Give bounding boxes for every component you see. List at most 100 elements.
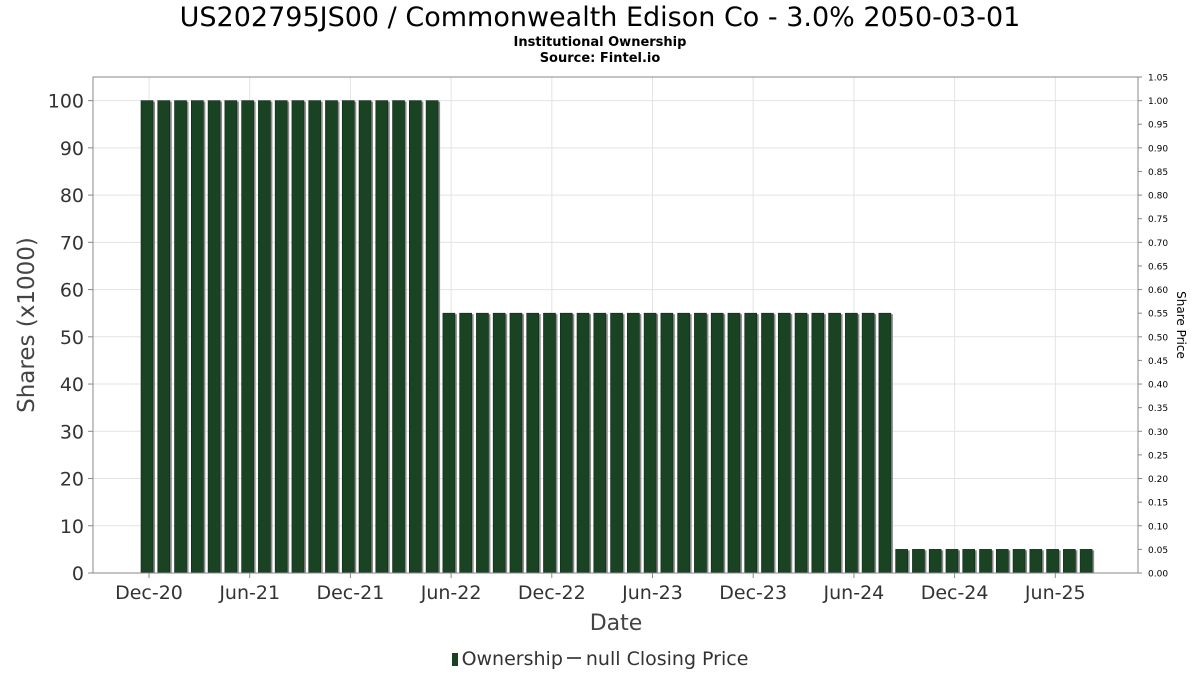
ownership-bar [895, 549, 908, 574]
ownership-bar [845, 312, 858, 574]
ownership-bar [593, 312, 607, 574]
ownership-bar [677, 312, 690, 574]
ownership-bar [1046, 549, 1059, 574]
ownership-bar [459, 312, 472, 574]
y2-tick-label: 0.80 [1148, 192, 1168, 202]
ownership-bar [627, 312, 640, 574]
y2-tick-label: 0.40 [1148, 381, 1168, 391]
ownership-bar [224, 100, 238, 574]
ownership-bar [878, 312, 892, 574]
y-tick-label: 60 [60, 280, 84, 302]
x-tick-label: Jun-24 [823, 582, 885, 604]
ownership-bar [409, 100, 422, 574]
y2-tick-label: 0.10 [1148, 522, 1168, 532]
ownership-bar [341, 100, 355, 574]
y2-tick-label: 0.25 [1148, 451, 1168, 461]
ownership-bar [492, 312, 506, 574]
ownership-bar [861, 312, 875, 574]
legend: Ownership null Closing Price [0, 647, 1200, 671]
ownership-bar [811, 312, 825, 574]
y-tick-label: 70 [60, 232, 84, 254]
y2-tick-label: 0.90 [1148, 144, 1168, 154]
chart-source: Source: Fintel.io [539, 51, 661, 66]
y2-tick-label: 0.55 [1148, 310, 1168, 320]
y2-tick-label: 0.85 [1148, 168, 1168, 178]
y-tick-label: 100 [48, 91, 84, 113]
y-axis-label: Shares (x1000) [14, 237, 40, 413]
ownership-bar [274, 100, 288, 574]
y2-tick-label: 0.65 [1148, 262, 1168, 272]
ownership-bar [828, 312, 841, 574]
y2-tick-label: 0.70 [1148, 239, 1168, 249]
y2-tick-label: 0.05 [1148, 546, 1168, 556]
ownership-bar [1063, 549, 1076, 574]
ownership-bar [777, 312, 791, 574]
ownership-bar [559, 312, 573, 574]
ownership-bar [928, 549, 942, 574]
x-tick-label: Dec-23 [719, 582, 787, 604]
legend-ownership-swatch [451, 653, 458, 666]
ownership-bar [207, 100, 221, 574]
ownership-bar [794, 312, 808, 574]
ownership-bar [241, 100, 254, 574]
y2-tick-label: 0.95 [1148, 121, 1168, 131]
y2-tick-label: 0.15 [1148, 499, 1168, 509]
ownership-bar [962, 549, 976, 574]
x-tick-label: Jun-25 [1024, 582, 1086, 604]
ownership-bar [1029, 549, 1043, 574]
x-axis-label: Date [590, 611, 643, 636]
ownership-bar [526, 312, 540, 574]
y2-tick-label: 0.60 [1148, 286, 1168, 296]
y2-tick-label: 1.00 [1148, 97, 1168, 107]
ownership-bar [157, 100, 171, 574]
ownership-bar [392, 100, 405, 574]
ownership-bar [476, 312, 489, 574]
legend-ownership-label: Ownership [461, 648, 563, 670]
y2-tick-label: 0.50 [1148, 333, 1168, 343]
x-tick-label: Dec-21 [316, 582, 384, 604]
y-tick-label: 30 [60, 421, 84, 443]
ownership-bar [576, 312, 590, 574]
y2-tick-label: 1.05 [1148, 74, 1168, 84]
x-tick-label: Jun-22 [420, 582, 482, 604]
ownership-bar [995, 549, 1009, 574]
ownership-bar [727, 312, 741, 574]
ownership-bar [945, 549, 959, 574]
y-tick-label: 20 [60, 469, 84, 491]
y-tick-label: 10 [60, 516, 84, 538]
x-axis-ticks: Dec-20 Jun-21 Dec-21 Jun-22 Dec-22 Jun-23 Dec-… [115, 573, 1086, 604]
y2-axis-label: Share Price [1174, 291, 1188, 359]
y2-tick-label: 0.35 [1148, 404, 1168, 414]
y2-tick-label: 0.20 [1148, 475, 1168, 485]
ownership-bar [509, 312, 523, 574]
y2-tick-label: 0.30 [1148, 428, 1168, 438]
ownership-bar [308, 100, 322, 574]
y-tick-label: 50 [60, 327, 84, 349]
ownership-bar [761, 312, 774, 574]
x-tick-label: Jun-21 [218, 582, 280, 604]
y-axis-ticks: 0 10 20 30 40 50 60 70 80 90 100 [48, 91, 93, 585]
x-tick-label: Jun-23 [621, 582, 683, 604]
chart-subtitle: Institutional Ownership [513, 35, 687, 50]
ownership-bar [325, 100, 338, 574]
x-tick-label: Dec-24 [921, 582, 989, 604]
ownership-bar [643, 312, 657, 574]
y-tick-label: 90 [60, 138, 84, 160]
ownership-bar [912, 549, 925, 574]
plot-area-frame [92, 76, 1139, 574]
chart-title: US202795JS00 / Commonwealth Edison Co - … [179, 2, 1021, 33]
ownership-bar [291, 100, 305, 574]
ownership-bar [1012, 549, 1026, 574]
ownership-bar [979, 549, 992, 574]
ownership-bar [191, 100, 204, 574]
y-tick-label: 0 [72, 563, 84, 585]
ownership-bar [694, 312, 707, 574]
y2-tick-label: 0.75 [1148, 215, 1168, 225]
ownership-bar [174, 100, 187, 574]
ownership-bar [1079, 549, 1093, 574]
ownership-bar [425, 100, 439, 574]
y-tick-label: 40 [60, 374, 84, 396]
y2-axis-ticks: 0.00 0.05 0.10 0.15 0.20 0.25 0.30 0.35 0.40 0.45… [1138, 74, 1168, 580]
ownership-bar [140, 100, 154, 574]
